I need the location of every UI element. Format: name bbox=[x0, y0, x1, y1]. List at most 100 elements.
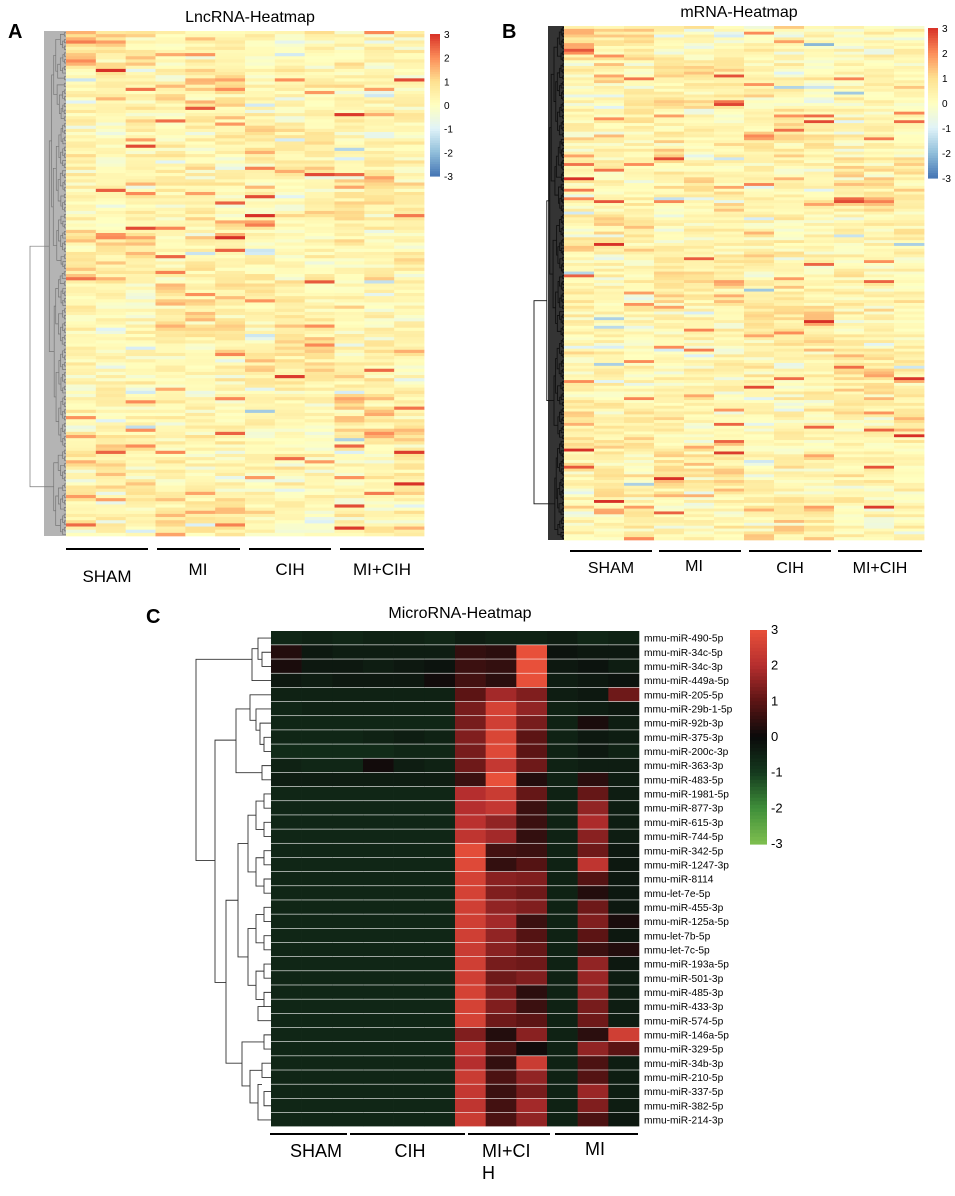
microrna-heat-cell bbox=[516, 772, 548, 787]
mrna-heat-cell bbox=[774, 160, 805, 164]
lncrna-heat-cell bbox=[125, 81, 156, 86]
mrna-heat-cell bbox=[804, 445, 835, 449]
lncrna-heat-cell bbox=[304, 334, 335, 338]
mrna-heat-cell bbox=[744, 245, 775, 250]
mrna-heat-cell bbox=[624, 77, 655, 81]
mrna-heat-cell bbox=[594, 243, 625, 247]
mrna-heat-cell bbox=[594, 108, 625, 113]
mrna-heat-cell bbox=[684, 474, 715, 478]
mrna-heat-cell bbox=[624, 114, 655, 118]
lncrna-heat-cell bbox=[274, 302, 306, 306]
lncrna-heat-cell bbox=[66, 150, 97, 155]
mrna-heat-cell bbox=[804, 394, 835, 398]
lncrna-heat-cell bbox=[304, 122, 335, 127]
lncrna-heat-cell bbox=[364, 166, 395, 171]
mrna-heat-cell bbox=[744, 497, 775, 501]
microrna-heat-cell bbox=[393, 1056, 425, 1070]
mrna-heat-cell bbox=[864, 277, 895, 281]
microrna-heat-cell bbox=[393, 956, 425, 971]
lncrna-heat-cell bbox=[215, 393, 246, 398]
lncrna-heat-cell bbox=[155, 239, 186, 243]
mrna-heat-cell bbox=[894, 308, 925, 312]
mrna-heat-cell bbox=[684, 425, 715, 429]
microrna-heat-cell bbox=[424, 631, 456, 645]
mrna-heat-cell bbox=[834, 108, 865, 113]
lncrna-heat-cell bbox=[215, 31, 246, 35]
lncrna-heat-cell bbox=[364, 116, 395, 120]
lncrna-heat-cell bbox=[155, 195, 186, 199]
mrna-heat-cell bbox=[684, 160, 715, 164]
mrna-heat-cell bbox=[834, 302, 865, 307]
mrna-heat-cell bbox=[594, 37, 625, 41]
microrna-heat-cell bbox=[271, 786, 302, 801]
microrna-heat-cell bbox=[547, 914, 578, 928]
lncrna-heat-cell bbox=[304, 163, 335, 168]
mrna-heat-cell bbox=[894, 537, 925, 541]
mrna-heat-cell bbox=[834, 123, 865, 127]
microrna-heat-cell bbox=[363, 645, 394, 659]
lncrna-heat-cell bbox=[364, 201, 395, 205]
mrna-heat-cell bbox=[744, 111, 775, 115]
lncrna-heat-cell bbox=[155, 494, 186, 499]
mrna-heat-cell bbox=[594, 525, 625, 529]
lncrna-heat-cell bbox=[304, 141, 335, 145]
mrna-heat-cell bbox=[654, 243, 685, 247]
lncrna-heat-cell bbox=[185, 409, 216, 414]
lncrna-heat-cell bbox=[274, 472, 306, 477]
lncrna-heat-cell bbox=[155, 154, 186, 158]
lncrna-heat-cell bbox=[274, 441, 306, 445]
mrna-heat-cell bbox=[834, 34, 865, 38]
lncrna-heat-cell bbox=[364, 198, 395, 202]
mrna-heat-cell bbox=[804, 400, 835, 404]
lncrna-heat-cell bbox=[95, 68, 127, 73]
lncrna-heat-cell bbox=[185, 337, 216, 341]
lncrna-heat-cell bbox=[125, 438, 156, 442]
mrna-heat-cell bbox=[714, 260, 745, 264]
lncrna-heat-cell bbox=[125, 425, 156, 430]
mrna-heat-cell bbox=[594, 237, 625, 241]
mrna-heat-cell bbox=[744, 74, 775, 78]
lncrna-heat-cell bbox=[334, 119, 365, 123]
mrna-colorbar-segment bbox=[928, 128, 938, 132]
mrna-heat-cell bbox=[804, 480, 835, 484]
mrna-heat-cell bbox=[684, 482, 715, 487]
lncrna-heat-cell bbox=[304, 406, 335, 411]
mrna-colorbar-segment bbox=[928, 103, 938, 107]
lncrna-heat-cell bbox=[274, 217, 306, 221]
mrna-heat-cell bbox=[894, 88, 925, 93]
mrna-heat-cell bbox=[654, 34, 685, 38]
microrna-heat-cell bbox=[271, 1084, 302, 1099]
mrna-heat-cell bbox=[864, 148, 895, 152]
mrna-heat-cell bbox=[894, 491, 925, 495]
lncrna-heat-cell bbox=[95, 387, 127, 392]
mrna-heat-cell bbox=[684, 342, 715, 347]
mrna-heat-cell bbox=[894, 177, 925, 181]
lncrna-colorbar-segment bbox=[430, 88, 440, 92]
mrna-heat-cell bbox=[654, 257, 685, 261]
mrna-heat-cell bbox=[654, 425, 685, 429]
mrna-heat-cell bbox=[864, 208, 895, 212]
mrna-heat-cell bbox=[894, 285, 925, 290]
lncrna-heat-cell bbox=[274, 397, 306, 401]
mrna-heat-cell bbox=[864, 411, 895, 415]
mrna-heat-cell bbox=[564, 368, 595, 372]
lncrna-heat-cell bbox=[66, 466, 97, 471]
lncrna-heat-cell bbox=[215, 87, 246, 92]
mrna-heat-cell bbox=[834, 254, 865, 258]
mrna-heat-cell bbox=[624, 417, 655, 421]
lncrna-heat-cell bbox=[304, 179, 335, 183]
mrna-heat-cell bbox=[714, 528, 745, 532]
mrna-heat-cell bbox=[684, 365, 715, 370]
mrna-heat-cell bbox=[684, 191, 715, 195]
mrna-heat-cell bbox=[894, 414, 925, 418]
mrna-heat-cell bbox=[744, 537, 775, 541]
mrna-heat-cell bbox=[654, 37, 685, 41]
mrna-heat-cell bbox=[654, 234, 685, 238]
microrna-heat-cell bbox=[424, 942, 456, 957]
mrna-heat-cell bbox=[804, 471, 835, 475]
mrna-heat-cell bbox=[804, 34, 835, 38]
lncrna-heat-cell bbox=[394, 214, 425, 218]
microrna-heat-cell bbox=[547, 928, 578, 943]
mrna-heat-cell bbox=[774, 128, 805, 133]
mrna-heat-cell bbox=[774, 505, 805, 509]
